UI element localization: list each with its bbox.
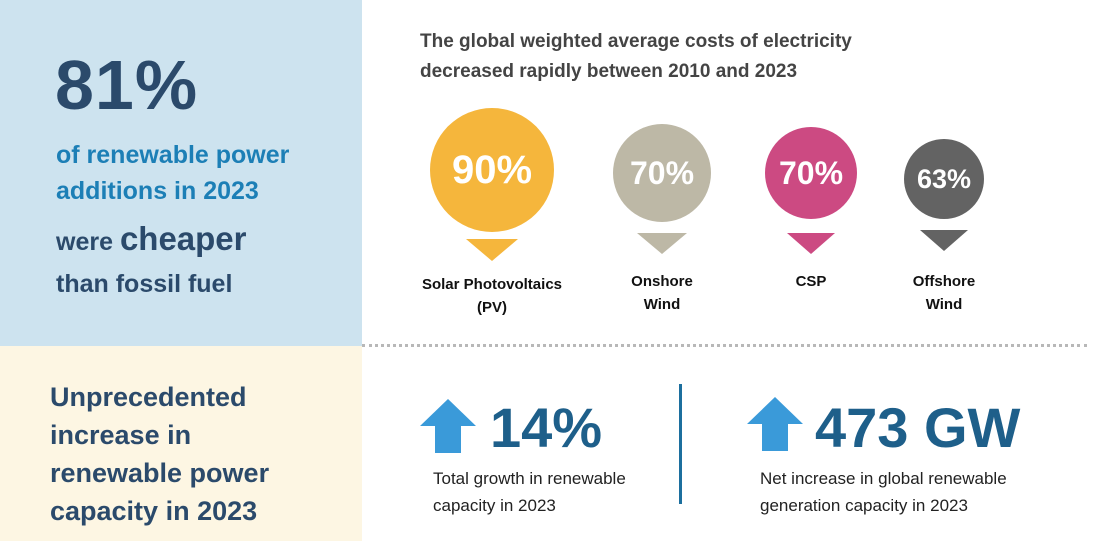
statement-line-2: than fossil fuel: [56, 270, 233, 298]
solar-pv-pointer: [466, 239, 518, 261]
heading-line-2: increase in: [50, 420, 192, 450]
heading-line-1: Unprecedented: [50, 382, 247, 412]
solar-pv-label-line-2: (PV): [477, 299, 507, 316]
up-arrow-icon: [420, 399, 476, 453]
stats-divider: [679, 384, 682, 504]
bottom-left-panel: [0, 346, 362, 541]
growth-desc-line-1: Total growth in renewable: [433, 469, 626, 488]
onshore-wind-value: 70%: [629, 154, 695, 191]
csp-label-line-1: CSP: [795, 273, 827, 290]
onshore-wind-label-line-1: Onshore: [631, 273, 693, 290]
cheaper-share-percent: 81%: [55, 46, 199, 124]
solar-pv-value: 90%: [451, 147, 533, 192]
up-arrow-icon: [747, 397, 803, 451]
solar-pv-marker: 90%: [430, 108, 554, 232]
onshore-wind-label: Onshore Wind: [602, 270, 722, 316]
csp-marker: 70%: [765, 127, 857, 219]
cheaper-share-subtitle: of renewable power additions in 2023: [56, 137, 289, 209]
csp-pointer: [787, 233, 835, 254]
heading-line-4: capacity in 2023: [50, 496, 258, 526]
offshore-wind-marker: 63%: [904, 139, 984, 219]
csp-label: CSP: [751, 270, 871, 293]
offshore-wind-label: Offshore Wind: [884, 270, 1004, 316]
onshore-wind-label-line-2: Wind: [643, 296, 681, 313]
onshore-wind-marker: 70%: [613, 124, 711, 222]
heading-line-3: renewable power: [50, 458, 270, 488]
net-increase-gw: 473 GW: [815, 396, 1021, 459]
offshore-wind-value: 63%: [916, 163, 972, 194]
capacity-increase-heading: Unprecedented increase in renewable powe…: [50, 378, 350, 530]
cost-decrease-headline: The global weighted average costs of ele…: [420, 27, 852, 87]
statement-line-1: were cheaper: [56, 218, 247, 263]
growth-description: Total growth in renewable capacity in 20…: [433, 465, 626, 519]
subtitle-line-1: of renewable power: [56, 141, 290, 169]
statement-emphasis: cheaper: [119, 220, 247, 257]
offshore-wind-label-line-2: Wind: [925, 296, 963, 313]
headline-line-2: decreased rapidly between 2010 and 2023: [420, 61, 798, 82]
csp-value: 70%: [778, 154, 844, 191]
net-desc-line-2: generation capacity in 2023: [760, 496, 968, 515]
onshore-wind-pointer: [637, 233, 687, 254]
headline-line-1: The global weighted average costs of ele…: [420, 31, 852, 52]
growth-desc-line-2: capacity in 2023: [433, 496, 556, 515]
net-desc-line-1: Net increase in global renewable: [760, 469, 1007, 488]
net-increase-description: Net increase in global renewable generat…: [760, 465, 1007, 519]
cheaper-statement: were cheaper than fossil fuel: [56, 218, 247, 305]
top-left-panel: 81% of renewable power additions in 2023…: [0, 0, 362, 346]
section-divider: [362, 344, 1087, 347]
statement-prefix: were: [56, 228, 120, 256]
solar-pv-label-line-1: Solar Photovoltaics: [421, 276, 563, 293]
offshore-wind-pointer: [920, 230, 968, 251]
offshore-wind-label-line-1: Offshore: [912, 273, 976, 290]
growth-percent: 14%: [490, 396, 603, 459]
subtitle-line-2: additions in 2023: [56, 177, 259, 205]
solar-pv-label: Solar Photovoltaics (PV): [400, 273, 584, 319]
